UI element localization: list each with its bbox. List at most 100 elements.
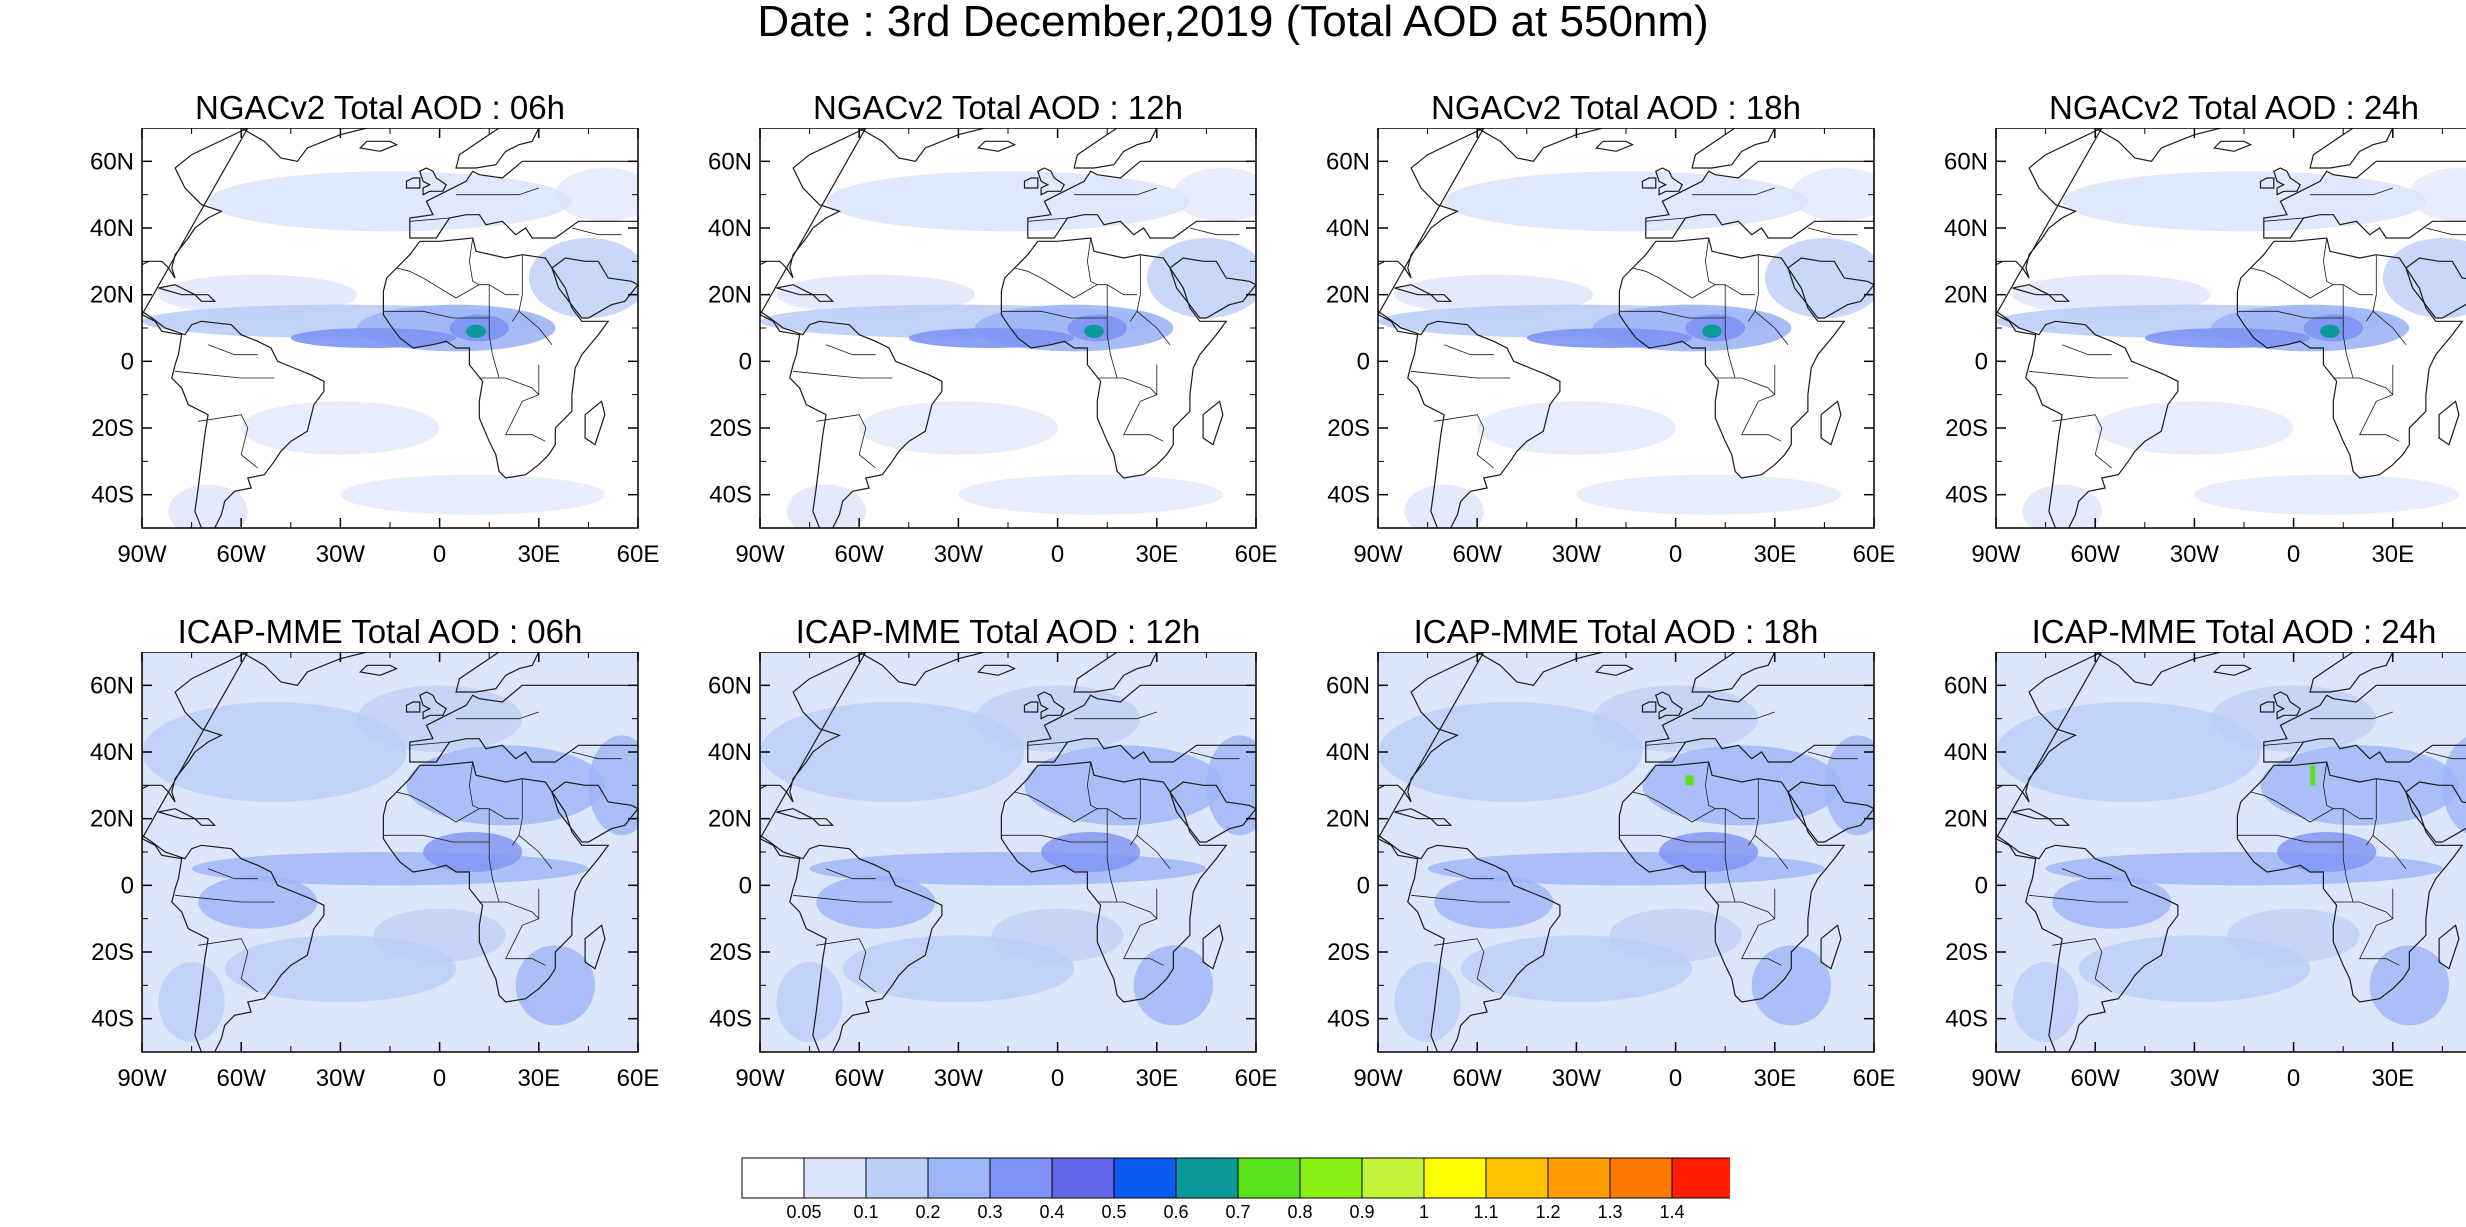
lon-tick-label: 30W <box>2170 1065 2220 1092</box>
figure-title: Date : 3rd December,2019 (Total AOD at 5… <box>757 0 1709 46</box>
country-border <box>488 808 500 903</box>
lon-tick-label: 0 <box>1669 1065 1682 1092</box>
panel-title: NGACv2 Total AOD : 06h <box>195 89 565 126</box>
lon-tick-label: 90W <box>1971 541 2021 568</box>
lon-tick-label: 30W <box>316 541 366 568</box>
lon-tick-label: 30W <box>2170 541 2220 568</box>
coastline <box>2212 140 2253 152</box>
coastline <box>760 128 943 528</box>
country-border <box>1136 310 1171 345</box>
aod-region <box>168 484 248 528</box>
coastline <box>1169 781 1256 843</box>
panel-title: ICAP-MME Total AOD : 12h <box>795 613 1201 650</box>
coastline <box>1787 781 1874 843</box>
lon-tick-label: 60W <box>2071 1065 2121 1092</box>
country-border <box>793 894 893 903</box>
aod-region <box>555 168 638 222</box>
country-border <box>1632 267 1755 299</box>
country-border <box>1189 751 1240 760</box>
aod-field <box>1996 128 2466 528</box>
lon-tick-label: 60W <box>1453 541 1503 568</box>
coastline <box>2309 128 2394 169</box>
country-border <box>571 751 622 760</box>
country-border <box>1807 751 1858 760</box>
lon-tick-label: 30E <box>517 1065 560 1092</box>
map-panel: NGACv2 Total AOD : 24h90W60W30W030E60E60… <box>1924 88 2466 608</box>
country-border <box>511 778 523 846</box>
country-border <box>1724 284 1736 379</box>
coastline <box>358 140 399 152</box>
country-border <box>2237 834 2344 843</box>
colorbar-swatch <box>1175 1157 1239 1199</box>
coastline <box>1000 237 1228 479</box>
aod-region <box>406 745 605 826</box>
aod-region <box>2194 474 2459 515</box>
country-border <box>1619 834 1726 843</box>
coastline <box>2259 701 2275 713</box>
map-panel: NGACv2 Total AOD : 12h 90W 60W 30W 0 30E 60E 60… <box>688 88 1308 608</box>
country-border <box>198 414 258 469</box>
country-border <box>1715 901 1776 919</box>
country-border <box>175 894 275 903</box>
lat-tick-label: 20N <box>708 282 752 309</box>
country-border <box>2263 217 2304 222</box>
coastline <box>142 652 325 1052</box>
colorbar-label: 0.1 <box>853 1202 878 1222</box>
coastline <box>976 140 1017 152</box>
coastline <box>1655 691 1683 720</box>
coastline <box>2309 652 2394 693</box>
aod-region <box>2277 832 2377 872</box>
aod-region <box>528 238 638 318</box>
aod-region <box>158 274 357 315</box>
country-border <box>1123 364 1164 442</box>
aod-region <box>208 171 572 232</box>
lon-tick-label: 30E <box>1753 1065 1796 1092</box>
lon-tick-label: 60W <box>835 541 885 568</box>
coastline <box>405 177 421 189</box>
lat-tick-label: 0 <box>1975 348 1988 375</box>
country-border <box>1741 364 1782 442</box>
lon-tick-label: 30E <box>517 541 560 568</box>
country-border <box>468 237 480 286</box>
country-border <box>1411 894 1511 903</box>
lon-tick-label: 0 <box>2287 541 2300 568</box>
country-border <box>409 741 450 746</box>
lat-tick-label: 40S <box>91 482 134 509</box>
coastline <box>1037 691 1065 720</box>
country-border <box>2333 377 2394 395</box>
lon-tick-label: 60E <box>617 541 660 568</box>
coastline <box>2405 781 2466 843</box>
aod-region <box>2409 168 2466 222</box>
country-border <box>1645 217 1686 222</box>
colorbar-swatch <box>1423 1157 1487 1199</box>
lat-tick-label: 40N <box>1944 215 1988 242</box>
country-border <box>2359 888 2400 966</box>
aod-region <box>1477 401 1676 455</box>
coastline <box>1594 664 1635 676</box>
country-border <box>488 284 500 379</box>
colorbar-label: 0.3 <box>977 1202 1002 1222</box>
coastline <box>2259 177 2275 189</box>
colorbar-swatch <box>1299 1157 1363 1199</box>
lon-tick-label: 90W <box>735 1065 785 1092</box>
lon-tick-label: 30W <box>934 1065 984 1092</box>
lat-tick-label: 40N <box>1326 739 1370 766</box>
aod-field <box>760 652 1256 1052</box>
country-border <box>175 370 275 379</box>
coastline <box>1027 160 1256 239</box>
aod-field <box>142 652 638 1052</box>
country-border <box>207 344 258 356</box>
lon-tick-label: 30E <box>1135 541 1178 568</box>
country-border <box>1097 901 1158 919</box>
lat-tick-label: 20S <box>1945 939 1988 966</box>
coastline <box>551 257 638 319</box>
coastline <box>1641 177 1657 189</box>
lon-tick-label: 0 <box>2287 1065 2300 1092</box>
panel-title: ICAP-MME Total AOD : 06h <box>177 613 583 650</box>
aod-region <box>2062 171 2426 232</box>
colorbar-label: 1 <box>1419 1202 1429 1222</box>
country-border <box>396 267 519 299</box>
